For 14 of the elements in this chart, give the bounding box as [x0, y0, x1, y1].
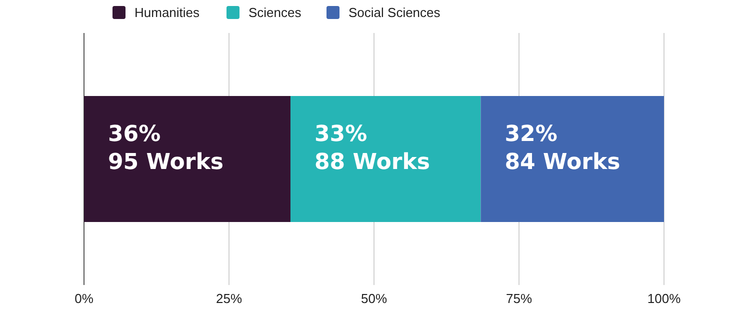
data-label: 36% 95 Works: [108, 122, 224, 175]
bar: [290, 96, 481, 222]
data-label: 33% 88 Works: [314, 122, 430, 175]
x-tick-label: 25%: [216, 291, 242, 306]
legend-label: Social Sciences: [348, 5, 441, 20]
bar: [480, 96, 664, 222]
x-tick-label: 50%: [360, 291, 388, 306]
legend-label: Sciences: [248, 5, 302, 20]
bar: [84, 96, 290, 222]
data-label: 32% 84 Works: [504, 122, 620, 175]
x-tick-label: 0%: [74, 291, 94, 306]
legend-label: Humanities: [134, 5, 200, 20]
x-tick-label: 75%: [506, 291, 532, 306]
x-tick-label: 100%: [647, 291, 682, 306]
